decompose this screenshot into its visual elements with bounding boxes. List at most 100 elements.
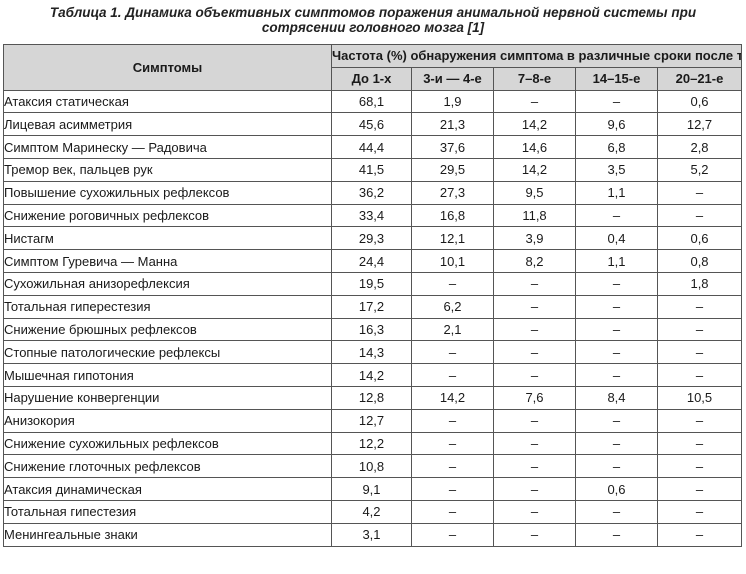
frequency-value-cell: 6,2 (411, 294, 494, 319)
frequency-value-cell: 7,6 (493, 385, 576, 410)
frequency-value-cell: 8,4 (575, 385, 658, 410)
frequency-value-cell: – (493, 454, 576, 479)
symptom-name-cell: Тремор век, пальцев рук (3, 157, 332, 182)
frequency-value-cell: – (411, 408, 494, 433)
table-row: Тотальная гиперестезия 17,2 6,2– – – (3, 294, 743, 319)
frequency-value-cell: 37,6 (411, 135, 494, 159)
frequency-value-cell: 12,1 (411, 226, 494, 251)
table-row: Атаксия статическая 68,1 1,9– –0,6 (3, 89, 743, 114)
table-row: Нарушение конвергенции 12,8 14,2 7,6 8,4 10,5 (3, 385, 743, 410)
frequency-value-cell: – (656, 363, 743, 387)
table-caption: Таблица 1. Динамика объективных симптомо… (0, 5, 746, 35)
frequency-value-cell: – (493, 522, 576, 547)
frequency-value-cell: – (493, 340, 576, 365)
frequency-value-cell: – (575, 271, 658, 296)
frequency-value-cell: 12,7 (656, 112, 743, 137)
symptom-name-cell: Лицевая асимметрия (3, 112, 332, 137)
frequency-value-cell: 14,6 (493, 135, 576, 159)
frequency-value-cell: 41,5 (331, 157, 412, 182)
frequency-value-cell: 10,5 (656, 385, 743, 410)
frequency-value-cell: – (411, 454, 494, 479)
symptom-name-cell: Менингеальные знаки (3, 522, 332, 547)
table-row: Нистагм 29,3 12,1 3,9 0,4 0,6 (3, 226, 743, 251)
header-period: 14–15-е (575, 66, 658, 91)
frequency-value-cell: 14,2 (493, 157, 576, 182)
frequency-value-cell: 12,8 (331, 385, 412, 410)
table-row: Снижение сухожильных рефлексов 12,2– – – – (3, 431, 743, 456)
frequency-value-cell: – (656, 340, 743, 365)
table-body: Атаксия статическая 68,1 1,9– –0,6 Лицевая а… (3, 89, 743, 547)
symptom-name-cell: Симптом Гуревича — Манна (3, 249, 332, 273)
symptom-name-cell: Повышение сухожильных рефлексов (3, 180, 332, 205)
frequency-value-cell: – (575, 363, 658, 387)
frequency-value-cell: 12,2 (331, 431, 412, 456)
table-row: Снижение глоточных рефлексов 10,8– – – – (3, 454, 743, 479)
frequency-value-cell: 0,6 (575, 477, 658, 501)
symptom-name-cell: Снижение глоточных рефлексов (3, 454, 332, 479)
frequency-value-cell: 3,1 (331, 522, 412, 547)
frequency-value-cell: 29,3 (331, 226, 412, 251)
table-row: Тотальная гипестезия 4,2– – – – (3, 499, 743, 524)
symptoms-table: Симптомы Частота (%) обнаружения симптом… (3, 44, 743, 547)
frequency-value-cell: – (656, 454, 743, 479)
frequency-value-cell: 0,6 (656, 226, 743, 251)
frequency-value-cell: 14,2 (493, 112, 576, 137)
symptom-name-cell: Нарушение конвергенции (3, 385, 332, 410)
frequency-value-cell: 5,2 (656, 157, 743, 182)
frequency-value-cell: – (656, 294, 743, 319)
frequency-value-cell: – (493, 271, 576, 296)
symptom-name-cell: Атаксия статическая (3, 89, 332, 114)
header-period: 3-и — 4-е (411, 66, 494, 91)
frequency-value-cell: 0,8 (656, 249, 743, 273)
symptom-name-cell: Снижение роговичных рефлексов (3, 203, 332, 228)
frequency-value-cell: 0,4 (575, 226, 658, 251)
frequency-value-cell: – (493, 363, 576, 387)
frequency-value-cell: 8,2 (493, 249, 576, 273)
symptom-name-cell: Нистагм (3, 226, 332, 251)
table-row: Симптом Гуревича — Манна 24,4 10,1 8,2 1,1 0,… (3, 249, 743, 273)
frequency-value-cell: – (411, 499, 494, 524)
caption-line-2: сотрясении головного мозга [1] (261, 20, 485, 35)
table-row: Повышение сухожильных рефлексов 36,2 27,3 9… (3, 180, 743, 205)
symptom-name-cell: Сухожильная анизорефлексия (3, 271, 332, 296)
header-row-2: До 1-х 3-и — 4-е 7–8-е 14–15-е 20–21-е (4, 66, 743, 91)
frequency-value-cell: 2,8 (656, 135, 743, 159)
symptom-name-cell: Тотальная гипестезия (3, 499, 332, 524)
frequency-value-cell: – (493, 477, 576, 501)
frequency-value-cell: 29,5 (411, 157, 494, 182)
frequency-value-cell: – (411, 477, 494, 501)
frequency-value-cell: – (656, 317, 743, 342)
frequency-value-cell: 24,4 (331, 249, 412, 273)
symptom-name-cell: Атаксия динамическая (3, 477, 332, 501)
caption-line-1: Таблица 1. Динамика объективных симптомо… (49, 5, 697, 20)
table-row: Атаксия динамическая 9,1– –0,6– (3, 477, 743, 501)
frequency-value-cell: 2,1 (411, 317, 494, 342)
frequency-value-cell: – (411, 431, 494, 456)
symptom-name-cell: Стопные патологические рефлексы (3, 340, 332, 365)
frequency-value-cell: – (575, 522, 658, 547)
symptom-name-cell: Снижение брюшных рефлексов (3, 317, 332, 342)
frequency-value-cell: – (493, 89, 576, 114)
frequency-value-cell: 17,2 (331, 294, 412, 319)
frequency-value-cell: – (656, 408, 743, 433)
frequency-value-cell: 0,6 (656, 89, 743, 114)
frequency-value-cell: – (493, 317, 576, 342)
frequency-value-cell: – (411, 363, 494, 387)
frequency-value-cell: – (575, 203, 658, 228)
frequency-value-cell: 9,1 (331, 477, 412, 501)
header-frequency: Частота (%) обнаружения симптома в разли… (330, 44, 743, 68)
table-row: Сухожильная анизорефлексия 19,5– – –1,8 (3, 271, 743, 296)
symptom-name-cell: Снижение сухожильных рефлексов (3, 431, 332, 456)
frequency-value-cell: – (575, 499, 658, 524)
frequency-value-cell: 1,1 (575, 180, 658, 205)
frequency-value-cell: – (656, 522, 743, 547)
header-period: 7–8-е (493, 66, 576, 91)
frequency-value-cell: 19,5 (331, 271, 412, 296)
table-row: Снижение роговичных рефлексов 33,4 16,8 11,… (3, 203, 743, 228)
table-header: Симптомы Частота (%) обнаружения симптом… (3, 44, 743, 91)
frequency-value-cell: – (575, 340, 658, 365)
frequency-value-cell: 14,2 (411, 385, 494, 410)
frequency-value-cell: 12,7 (331, 408, 412, 433)
frequency-value-cell: – (493, 499, 576, 524)
frequency-value-cell: 6,8 (575, 135, 658, 159)
